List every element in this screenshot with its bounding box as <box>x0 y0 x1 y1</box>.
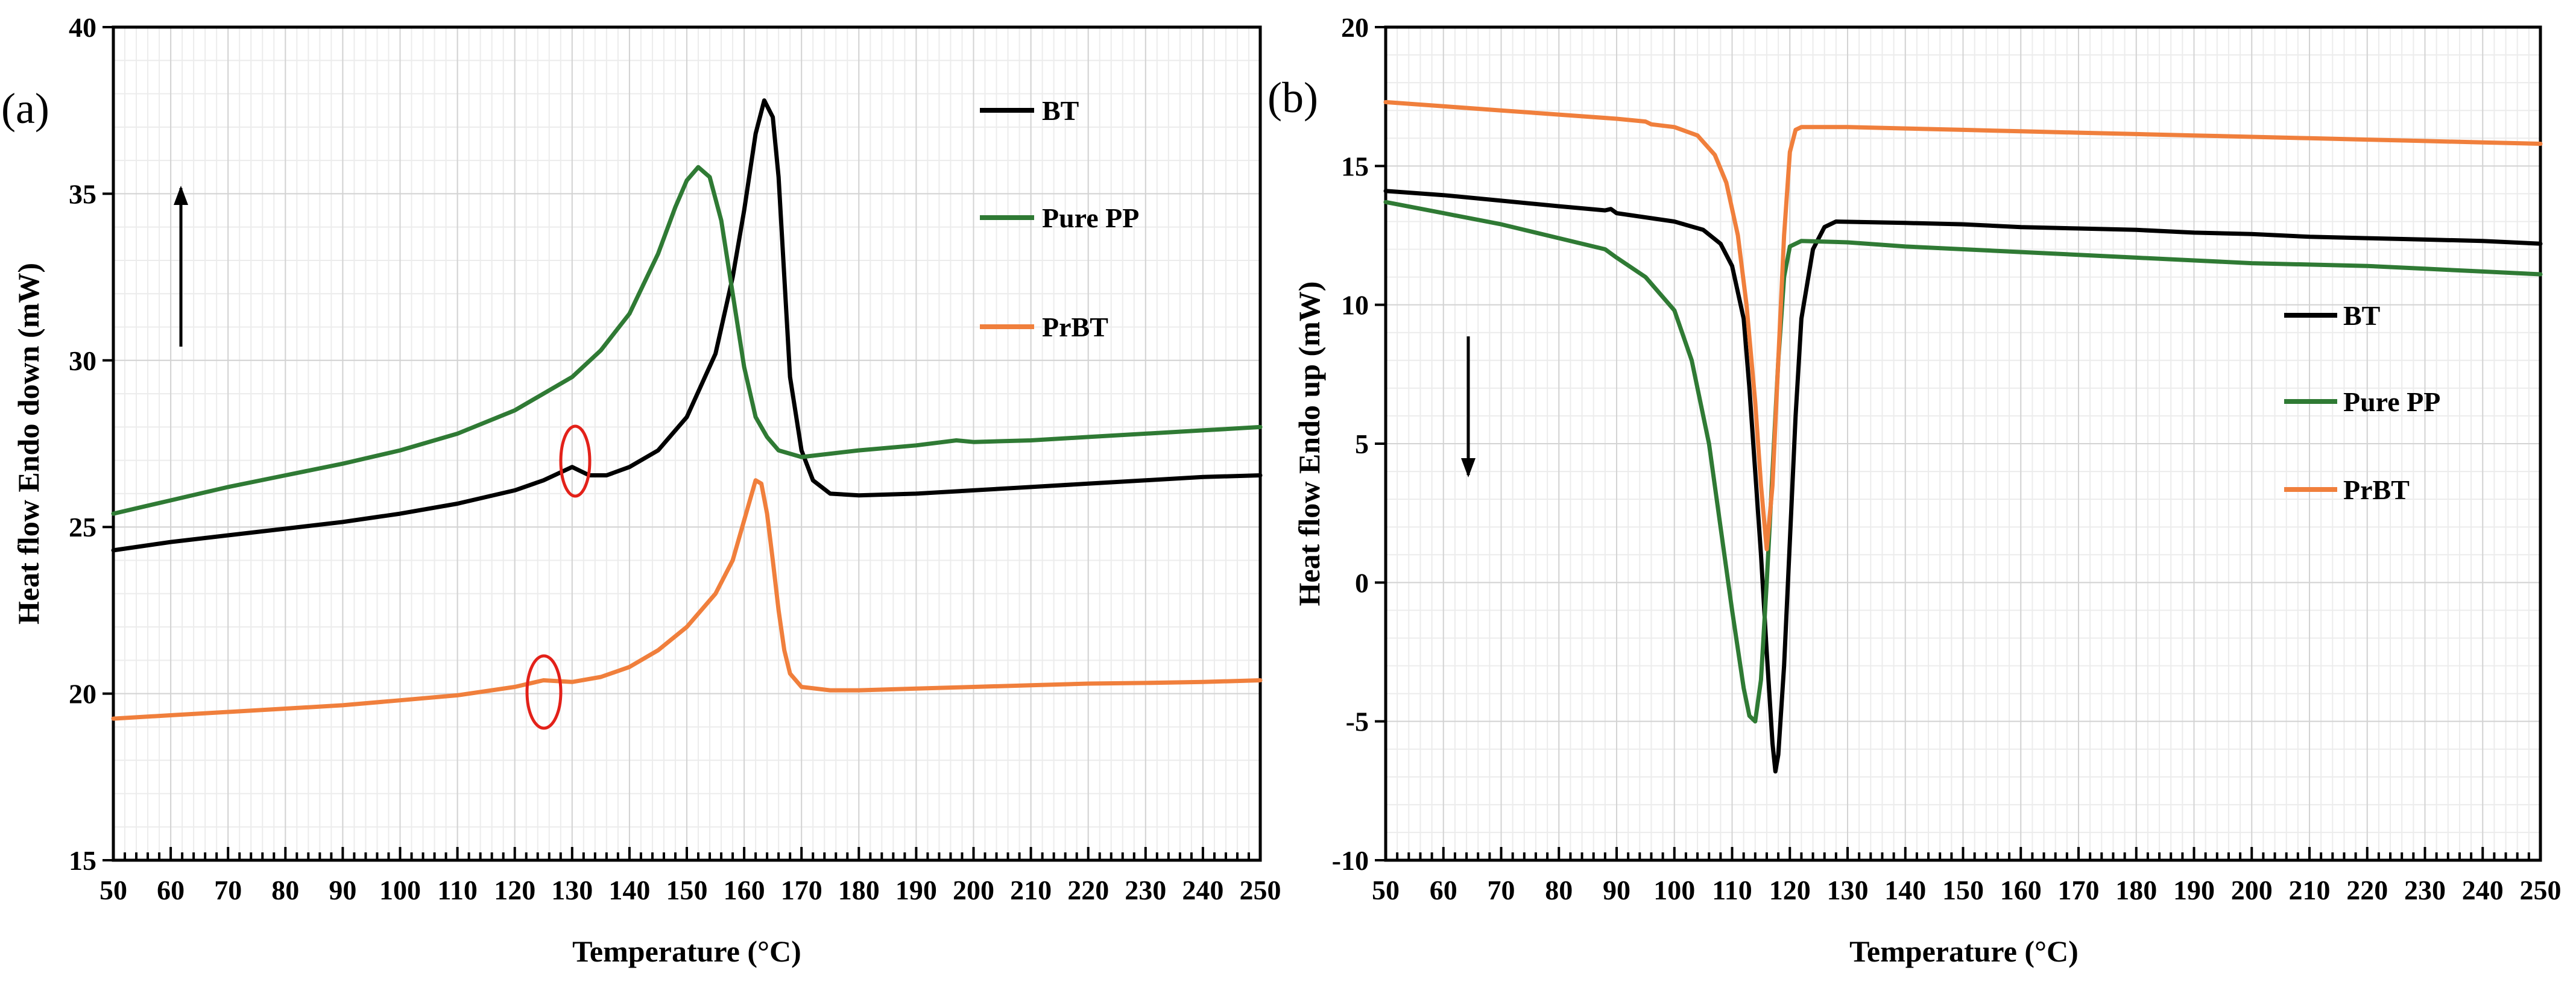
y-tick-label: 5 <box>1355 429 1369 459</box>
legend-label: Pure PP <box>1042 203 1139 233</box>
x-tick-label: 80 <box>1545 875 1573 905</box>
y-tick-label: 40 <box>69 12 96 43</box>
x-tick-label: 100 <box>1653 875 1695 905</box>
x-tick-label: 120 <box>494 875 535 905</box>
annotation-ellipse <box>559 424 592 498</box>
y-tick-label: 20 <box>69 679 96 710</box>
x-tick-label: 60 <box>157 875 185 905</box>
y-tick-label: 15 <box>1341 151 1369 181</box>
x-tick-label: 160 <box>724 875 765 905</box>
x-tick-label: 140 <box>608 875 650 905</box>
x-tick-label: 230 <box>2404 875 2446 905</box>
x-tick-label: 170 <box>781 875 822 905</box>
x-tick-label: 130 <box>1827 875 1869 905</box>
legend-label: BT <box>1042 95 1079 126</box>
annotation-ellipse <box>525 654 563 730</box>
direction-arrow-head <box>174 186 188 205</box>
x-tick-label: 190 <box>895 875 937 905</box>
x-tick-label: 200 <box>2231 875 2273 905</box>
x-tick-label: 240 <box>2462 875 2504 905</box>
series-line-pure-pp <box>111 165 1263 516</box>
legend-label: Pure PP <box>2343 386 2440 417</box>
y-tick-label: -5 <box>1346 707 1369 737</box>
series-line-bt <box>1383 189 2543 774</box>
legend-label: PrBT <box>2343 474 2410 505</box>
x-tick-label: 210 <box>1010 875 1052 905</box>
legend-label: PrBT <box>1042 312 1108 342</box>
legend-label: BT <box>2343 300 2380 331</box>
x-axis-title: Temperature (°C) <box>572 934 801 968</box>
x-tick-label: 110 <box>1712 875 1752 905</box>
x-tick-label: 60 <box>1430 875 1457 905</box>
x-tick-label: 140 <box>1884 875 1926 905</box>
x-tick-label: 50 <box>1372 875 1400 905</box>
y-tick-label: 0 <box>1355 567 1369 598</box>
x-tick-label: 150 <box>1942 875 1984 905</box>
x-tick-label: 160 <box>2000 875 2042 905</box>
x-tick-label: 80 <box>271 875 299 905</box>
x-tick-label: 100 <box>379 875 421 905</box>
x-tick-label: 250 <box>2520 875 2562 905</box>
y-axis-title: Heat flow Endo up (mW) <box>1292 282 1326 606</box>
y-tick-label: 10 <box>1341 290 1369 321</box>
x-tick-label: 250 <box>1240 875 1281 905</box>
x-tick-label: 120 <box>1769 875 1811 905</box>
panel-a: 50 60 70 80 90 100 110 120 130 140 150 160 170 180 190… <box>1 12 1281 968</box>
x-tick-label: 90 <box>1603 875 1631 905</box>
panel-label: (b) <box>1267 74 1318 122</box>
x-tick-label: 210 <box>2289 875 2331 905</box>
x-tick-label: 240 <box>1182 875 1223 905</box>
x-tick-label: 230 <box>1125 875 1166 905</box>
x-tick-label: 180 <box>2115 875 2157 905</box>
x-tick-label: 110 <box>437 875 477 905</box>
y-tick-label: 20 <box>1341 12 1369 43</box>
x-tick-label: 70 <box>214 875 242 905</box>
x-tick-label: 190 <box>2173 875 2215 905</box>
x-tick-label: 200 <box>953 875 994 905</box>
x-tick-label: 130 <box>551 875 593 905</box>
x-tick-label: 180 <box>838 875 880 905</box>
y-tick-label: -10 <box>1332 845 1369 876</box>
panel-b: 50 60 70 80 90 100 110 120 130 140 150 160 170 180 190… <box>1267 12 2562 968</box>
x-tick-label: 90 <box>329 875 356 905</box>
y-tick-label: 30 <box>69 345 96 376</box>
series-line-bt <box>111 98 1263 553</box>
panel-label: (a) <box>1 84 49 133</box>
direction-arrow-head <box>1461 458 1476 477</box>
x-tick-label: 220 <box>1067 875 1109 905</box>
y-tick-label: 25 <box>69 512 96 543</box>
series-line-prbt <box>1383 99 2543 552</box>
y-axis-title: Heat flow Endo down (mW) <box>11 263 45 625</box>
y-tick-label: 15 <box>69 845 96 876</box>
y-tick-label: 35 <box>69 178 96 209</box>
x-tick-label: 220 <box>2346 875 2388 905</box>
x-tick-label: 70 <box>1488 875 1515 905</box>
x-axis-title: Temperature (°C) <box>1849 934 2079 968</box>
x-tick-label: 50 <box>99 875 127 905</box>
series-line-prbt <box>111 478 1263 721</box>
x-tick-label: 150 <box>666 875 708 905</box>
x-tick-label: 170 <box>2058 875 2100 905</box>
